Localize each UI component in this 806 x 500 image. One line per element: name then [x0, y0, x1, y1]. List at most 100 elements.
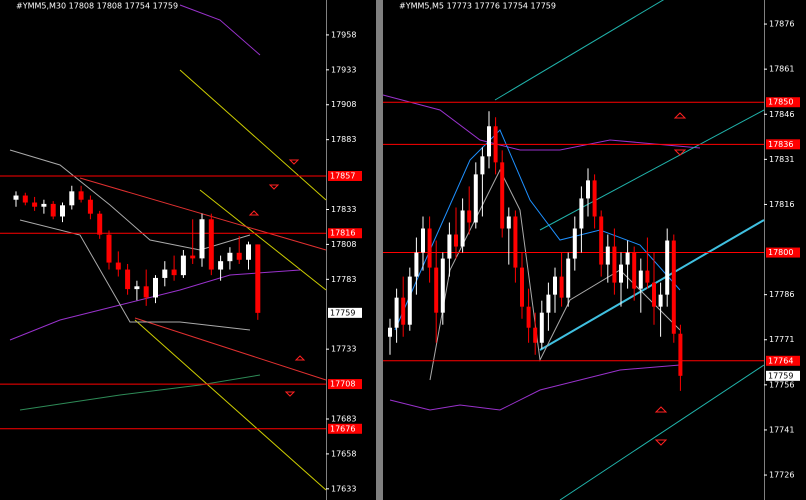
- level-tag: [766, 139, 800, 150]
- candle-body: [125, 269, 131, 290]
- candle-body: [533, 327, 538, 343]
- y-tick-label: 17958: [331, 30, 356, 39]
- candle-body: [414, 252, 419, 277]
- candle-body: [619, 264, 623, 283]
- level-label: 17836: [768, 140, 793, 149]
- candle-body: [572, 228, 577, 259]
- y-tick-label: 17683: [331, 414, 356, 423]
- candle-body: [632, 252, 637, 289]
- candle-body: [115, 262, 121, 270]
- candle-body: [255, 244, 261, 313]
- chart-header: #YMM5,M5 17773 17776 17754 17759: [399, 2, 556, 11]
- y-tick-label: 17861: [769, 65, 794, 74]
- channel-line: [199, 189, 327, 291]
- last-price-tag: [328, 307, 362, 318]
- candle-body: [143, 286, 149, 298]
- candle-body: [480, 156, 485, 175]
- candle-body: [440, 258, 445, 313]
- candle-body: [41, 203, 47, 207]
- candle-body: [579, 198, 584, 229]
- candle-body: [665, 240, 670, 295]
- candle-body: [32, 202, 38, 207]
- candle-body: [566, 258, 571, 298]
- candle-body: [22, 195, 28, 203]
- channel-line: [179, 69, 327, 201]
- candle-body: [652, 282, 656, 307]
- signal-arrows: [248, 112, 687, 446]
- candle-body: [454, 234, 458, 247]
- candle-body: [487, 126, 491, 157]
- candle-body: [592, 180, 597, 217]
- level-tag: [766, 247, 800, 258]
- y-tick-label: 17816: [769, 200, 794, 209]
- candle-body: [513, 216, 518, 268]
- candle-body: [13, 195, 19, 200]
- candle-body: [493, 126, 498, 163]
- indicator-line: [9, 269, 301, 341]
- y-tick-label: 17908: [331, 100, 356, 109]
- candle-body: [645, 270, 650, 283]
- candle-body: [199, 219, 205, 259]
- candle-body: [473, 174, 478, 223]
- candle-body: [171, 269, 177, 276]
- level-tag: [328, 170, 362, 181]
- indicator-line: [389, 364, 681, 411]
- candle-body: [401, 297, 406, 325]
- band-line: [9, 149, 251, 251]
- candle-body: [467, 210, 472, 223]
- channel-line: [134, 319, 327, 491]
- y-tick-label: 17783: [331, 275, 356, 284]
- last-price-label: 17759: [330, 308, 355, 317]
- indicator-line: [179, 4, 261, 56]
- candle-body: [134, 286, 140, 290]
- level-label: 17764: [768, 356, 793, 365]
- candle-body: [87, 199, 93, 214]
- candle-body: [227, 252, 233, 262]
- candle-body: [153, 277, 158, 298]
- y-tick-label: 17933: [331, 65, 356, 74]
- candle-body: [218, 261, 224, 270]
- channel-line: [494, 0, 665, 101]
- y-tick-label: 17658: [331, 449, 356, 458]
- candle-body: [97, 213, 103, 235]
- band-line: [429, 168, 681, 381]
- candle-body: [162, 269, 168, 278]
- panel-separator: [376, 0, 383, 500]
- candle-body: [539, 312, 544, 343]
- candle-body: [625, 252, 630, 265]
- candle-body: [246, 244, 251, 260]
- candle-body: [526, 306, 531, 328]
- y-tick-label: 17831: [769, 155, 794, 164]
- candle-body: [671, 240, 676, 334]
- y-tick-label: 17808: [331, 240, 356, 249]
- y-tick-label: 17741: [769, 425, 794, 434]
- candle-body: [190, 255, 196, 259]
- indicator-line: [382, 94, 701, 151]
- level-label: 17816: [330, 229, 355, 238]
- candle-body: [520, 267, 524, 307]
- candle-body: [605, 246, 610, 265]
- candle-body: [586, 180, 590, 199]
- candle-body: [421, 228, 425, 253]
- candle-body: [427, 228, 432, 268]
- y-tick-label: 17726: [769, 471, 794, 480]
- y-tick-label: 17633: [331, 484, 356, 493]
- level-label: 17708: [330, 380, 355, 389]
- ma-line: [394, 129, 681, 331]
- candle-body: [506, 216, 511, 229]
- candle-body: [447, 234, 452, 259]
- channel-line: [134, 317, 327, 381]
- y-tick-label: 17771: [769, 335, 794, 344]
- indicator-line: [19, 374, 261, 411]
- channel-line: [559, 364, 765, 500]
- candle-body: [78, 191, 84, 200]
- level-tag: [766, 355, 800, 366]
- level-tag: [328, 228, 362, 239]
- candle-body: [553, 276, 557, 295]
- y-tick-label: 17756: [769, 380, 794, 389]
- level-label: 17850: [768, 98, 793, 107]
- channel-line: [79, 177, 327, 251]
- candle-body: [236, 252, 242, 260]
